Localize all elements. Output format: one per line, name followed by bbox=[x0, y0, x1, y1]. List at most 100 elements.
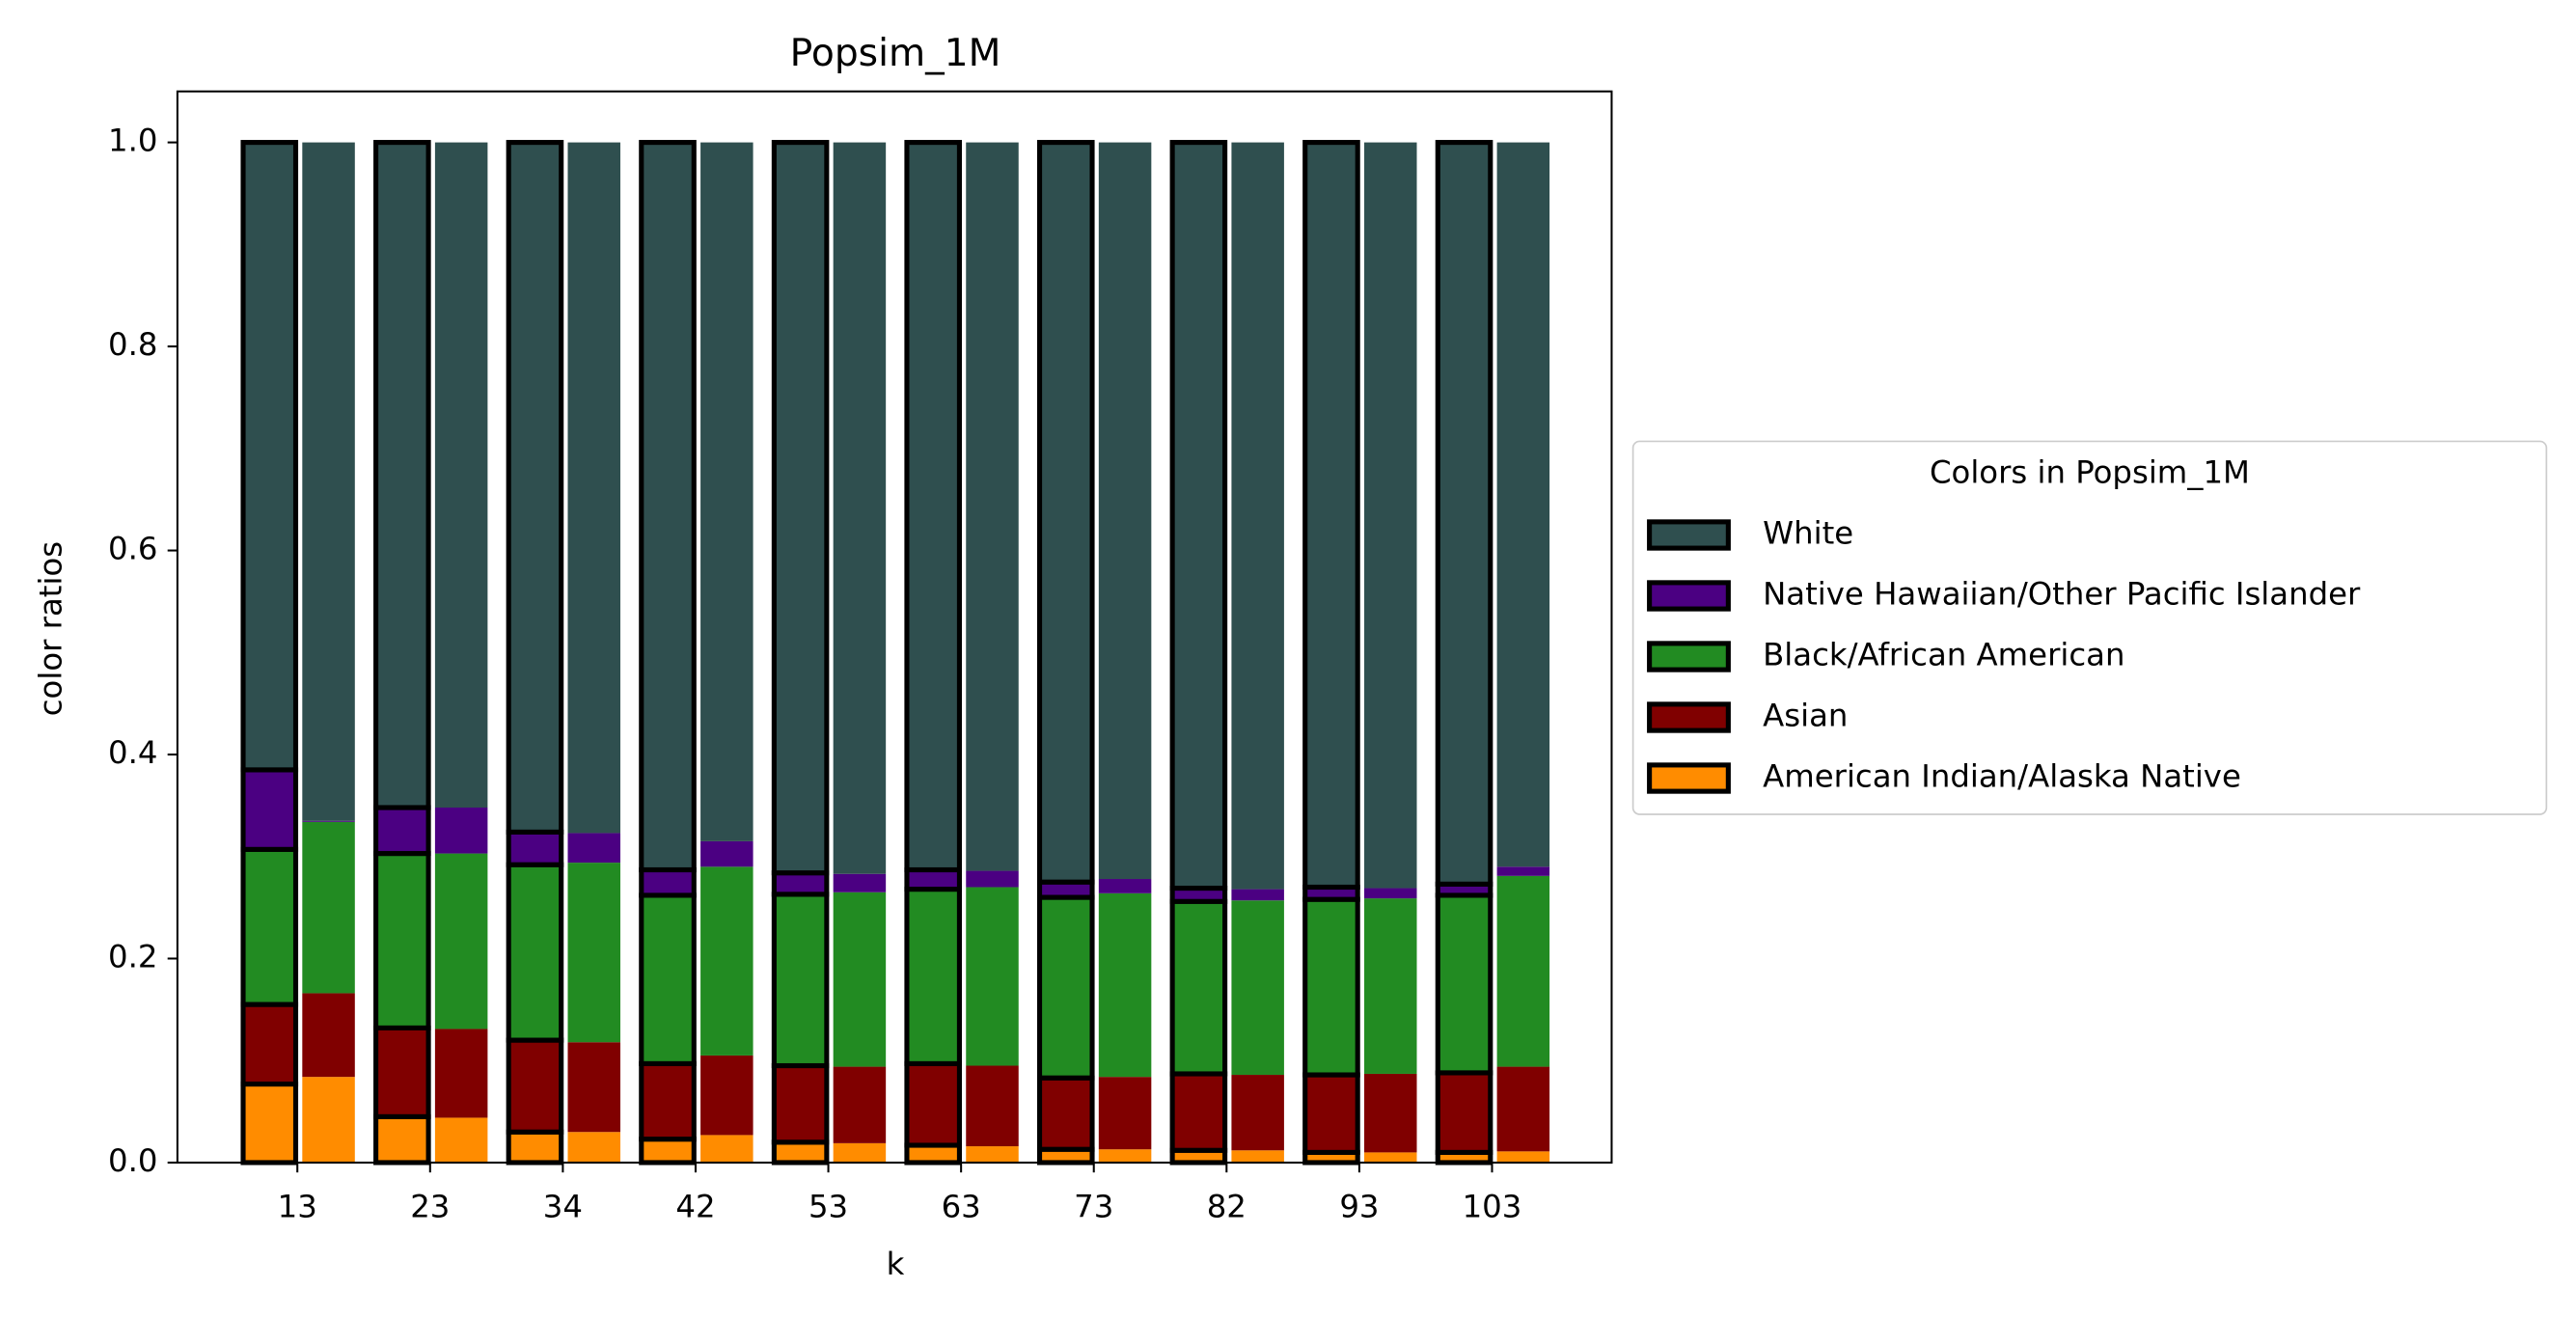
bar-segment bbox=[1364, 1073, 1417, 1153]
x-tick-label: 23 bbox=[410, 1189, 450, 1225]
bar-segment bbox=[506, 862, 564, 1043]
bar-segment bbox=[833, 1066, 887, 1143]
bar-segment bbox=[1496, 866, 1550, 876]
bar-segment bbox=[833, 892, 887, 1067]
bar-segment bbox=[639, 1060, 697, 1142]
bar-segment bbox=[1036, 1075, 1095, 1152]
legend-swatch bbox=[1647, 762, 1731, 794]
legend-label: American Indian/Alaska Native bbox=[1763, 758, 2241, 795]
bar-segment bbox=[434, 1117, 488, 1163]
legend-box bbox=[1631, 440, 2548, 815]
bar-segment bbox=[966, 887, 1019, 1066]
bar-segment bbox=[1364, 142, 1417, 889]
x-tick-label: 73 bbox=[1074, 1189, 1113, 1225]
bar-segment bbox=[1364, 1152, 1417, 1163]
x-tick-label: 93 bbox=[1339, 1189, 1379, 1225]
bar-segment bbox=[373, 1025, 431, 1119]
bar-segment bbox=[833, 1142, 887, 1163]
bar-segment bbox=[1364, 888, 1417, 899]
bar-segment bbox=[434, 142, 488, 809]
bar-segment bbox=[833, 142, 887, 874]
bar-segment bbox=[904, 866, 962, 892]
x-tick-label: 42 bbox=[675, 1189, 715, 1225]
bar-segment bbox=[506, 1037, 564, 1135]
bar-segment bbox=[966, 1146, 1019, 1163]
bar-segment bbox=[1496, 1151, 1550, 1163]
bar-segment bbox=[240, 1001, 299, 1087]
bar-segment bbox=[302, 1077, 355, 1163]
bar-segment bbox=[771, 892, 830, 1069]
bar-segment bbox=[1435, 140, 1494, 887]
bar-segment bbox=[966, 142, 1019, 871]
legend-title: Colors in Popsim_1M bbox=[1930, 453, 2250, 490]
bar-segment bbox=[904, 887, 962, 1066]
bar-segment bbox=[240, 140, 299, 773]
y-tick-label: 0.4 bbox=[108, 734, 157, 771]
bar-segment bbox=[506, 140, 564, 835]
bar-segment bbox=[1496, 142, 1550, 867]
bar-segment bbox=[1169, 1071, 1228, 1153]
bar-segment bbox=[1364, 898, 1417, 1074]
bar-segment bbox=[700, 1135, 754, 1163]
bar-segment bbox=[567, 863, 620, 1043]
bar-segment bbox=[567, 1132, 620, 1163]
bar-segment bbox=[302, 820, 355, 822]
bar-segment bbox=[700, 840, 754, 867]
bar-segment bbox=[700, 1055, 754, 1136]
bar-segment bbox=[567, 833, 620, 864]
bar-segment bbox=[966, 870, 1019, 888]
bar-segment bbox=[771, 140, 830, 876]
bar-segment bbox=[833, 873, 887, 892]
bar-segment bbox=[639, 866, 697, 898]
bar-segment bbox=[639, 1137, 697, 1166]
bar-segment bbox=[373, 805, 431, 857]
bar-segment bbox=[1169, 898, 1228, 1077]
bar-segment bbox=[1231, 900, 1284, 1076]
bar-segment bbox=[904, 1142, 962, 1166]
bar-segment bbox=[639, 140, 697, 873]
bar-segment bbox=[373, 140, 431, 810]
bar-segment bbox=[302, 993, 355, 1078]
x-tick-label: 103 bbox=[1463, 1189, 1522, 1225]
bar-segment bbox=[1098, 1077, 1152, 1150]
bar-segment bbox=[240, 846, 299, 1007]
plot-frame bbox=[176, 90, 1613, 1164]
bar-segment bbox=[506, 1129, 564, 1166]
y-tick-label: 0.0 bbox=[108, 1142, 157, 1179]
y-tick-label: 0.8 bbox=[108, 326, 157, 363]
legend-label: White bbox=[1763, 514, 1853, 551]
bar-segment bbox=[1098, 892, 1152, 1078]
bar-segment bbox=[373, 851, 431, 1030]
legend-label: Black/African American bbox=[1763, 637, 2124, 673]
legend-label: Asian bbox=[1763, 698, 1848, 734]
bar-segment bbox=[904, 1060, 962, 1148]
bar-segment bbox=[240, 1081, 299, 1166]
bar-segment bbox=[302, 142, 355, 821]
legend-swatch bbox=[1647, 641, 1731, 672]
x-tick-label: 13 bbox=[278, 1189, 317, 1225]
bar-segment bbox=[1098, 879, 1152, 893]
bar-segment bbox=[434, 1029, 488, 1118]
legend-swatch bbox=[1647, 519, 1731, 551]
bar-segment bbox=[567, 1042, 620, 1133]
x-tick-label: 34 bbox=[543, 1189, 583, 1225]
x-tick-label: 82 bbox=[1207, 1189, 1247, 1225]
bar-segment bbox=[700, 866, 754, 1056]
y-axis-label: color ratios bbox=[32, 541, 69, 716]
bar-segment bbox=[1036, 894, 1095, 1081]
legend-label: Native Hawaiian/Other Pacific Islander bbox=[1763, 575, 2361, 612]
chart-title: Popsim_1M bbox=[790, 32, 1001, 75]
bar-segment bbox=[1302, 140, 1360, 891]
bar-segment bbox=[1496, 875, 1550, 1067]
bar-segment bbox=[1496, 1066, 1550, 1152]
x-tick-label: 53 bbox=[808, 1189, 848, 1225]
bar-segment bbox=[639, 892, 697, 1066]
x-tick-label: 63 bbox=[942, 1189, 981, 1225]
legend-swatch bbox=[1647, 701, 1731, 733]
bar-segment bbox=[1231, 1075, 1284, 1151]
bar-segment bbox=[506, 829, 564, 867]
x-axis-label: k bbox=[887, 1246, 905, 1282]
bar-segment bbox=[904, 140, 962, 873]
bar-segment bbox=[966, 1065, 1019, 1147]
